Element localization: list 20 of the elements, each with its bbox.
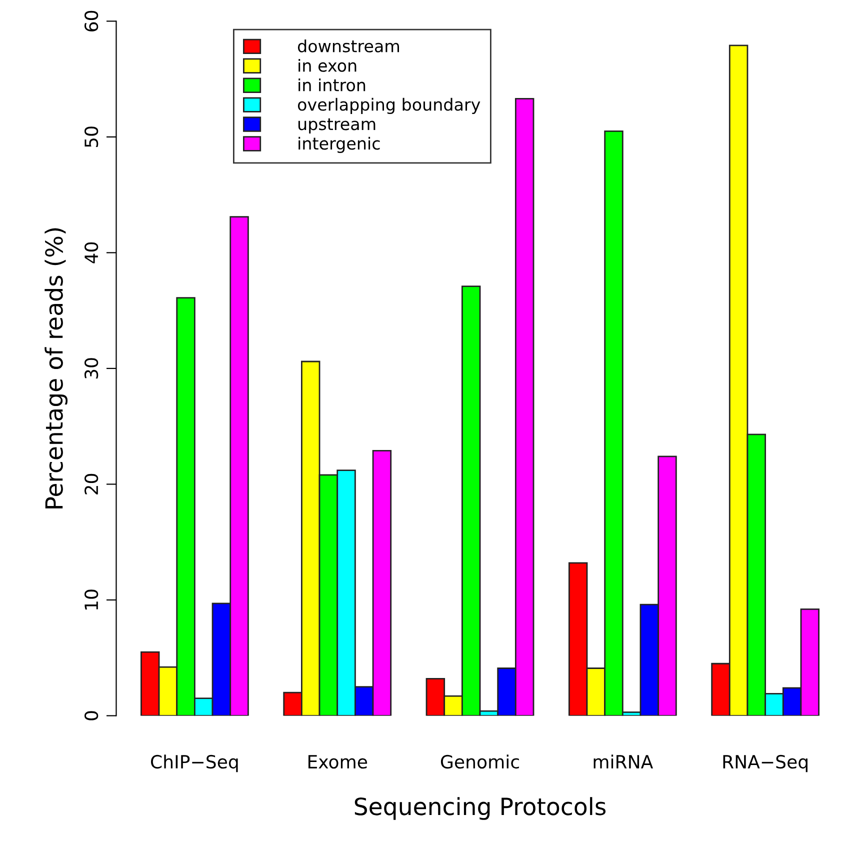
y-tick-label: 60	[84, 10, 98, 32]
y-tick-label: 30	[84, 358, 98, 379]
legend-label: in intron	[298, 78, 366, 92]
x-tick-label: RNA−Seq	[723, 754, 808, 772]
legend-label: overlapping boundary	[298, 98, 480, 114]
x-tick-label: Exome	[308, 755, 368, 769]
legend-label: upstream	[298, 118, 376, 134]
y-tick-label: 10	[84, 590, 98, 610]
x-tick-label: ChIP−Seq	[150, 754, 238, 772]
x-tick-label: miRNA	[594, 754, 654, 768]
legend-label: intergenic	[298, 136, 380, 153]
y-tick-label: 50	[84, 126, 98, 148]
y-tick-label: 20	[84, 474, 98, 494]
legend-label: in exon	[298, 58, 356, 72]
y-tick-label: 0	[84, 711, 98, 720]
y-axis-title: Percentage of reads (%)	[44, 228, 68, 508]
x-tick-label: Genomic	[440, 754, 519, 769]
legend-label: downstream	[298, 40, 399, 52]
y-tick-label: 40	[84, 242, 98, 264]
x-axis-title: Sequencing Protocols	[354, 797, 606, 820]
